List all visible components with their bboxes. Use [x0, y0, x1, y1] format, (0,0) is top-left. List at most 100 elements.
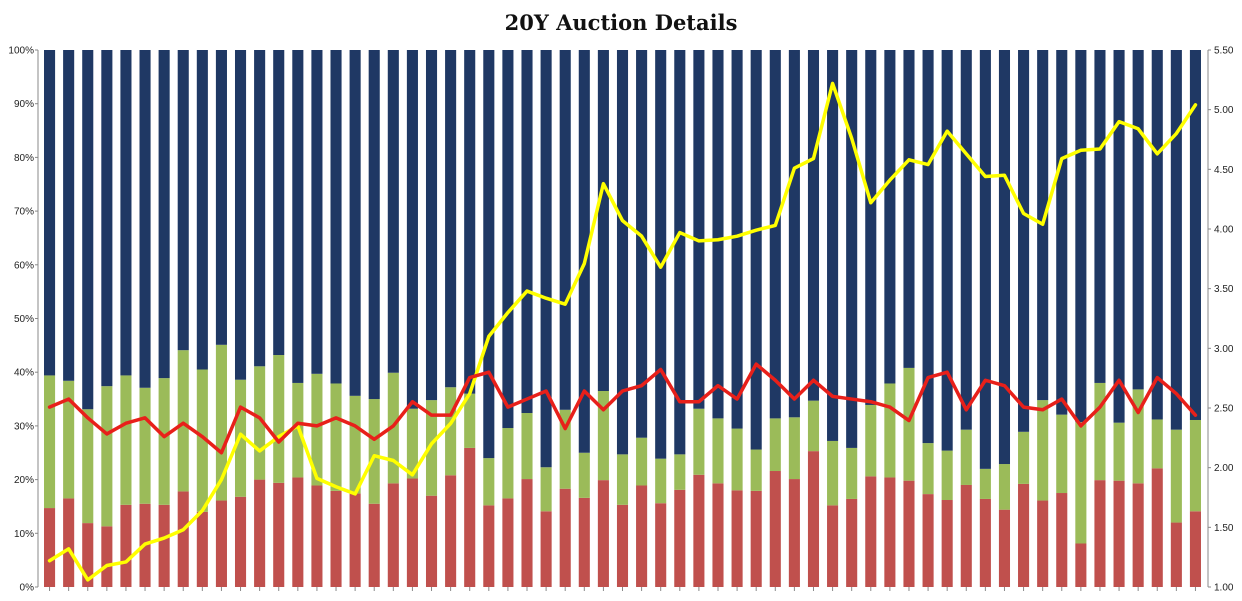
left-tick-label: 10%	[14, 529, 34, 540]
bar-segment	[578, 497, 590, 587]
bar-segment	[998, 50, 1011, 465]
bar-segment	[63, 498, 75, 587]
bar-segment	[788, 50, 800, 418]
right-tick-label: 1.50	[1214, 523, 1234, 534]
bar-segment	[330, 383, 342, 491]
bar-segment	[1018, 483, 1030, 587]
right-tick-label: 4.50	[1214, 165, 1234, 176]
bar-segment	[559, 50, 571, 410]
bar-segment	[406, 408, 418, 479]
bar-segment	[884, 50, 896, 384]
bar-segment	[578, 50, 590, 453]
bar-segment	[63, 50, 75, 381]
bar-segment	[311, 373, 323, 486]
bar-segment	[1056, 50, 1068, 415]
bar-segment	[636, 50, 648, 438]
bar-segment	[502, 428, 514, 499]
bar-segment	[1094, 50, 1106, 383]
bar-segment	[712, 483, 724, 587]
bar-segment	[731, 428, 743, 491]
bar-segment	[540, 511, 552, 587]
bar-segment	[234, 496, 247, 587]
left-tick-label: 50%	[14, 314, 34, 325]
bar-segment	[979, 498, 991, 587]
bar-segment	[1151, 468, 1163, 587]
bar-segment	[616, 454, 629, 505]
bar-segment	[998, 509, 1011, 587]
bar-segment	[1094, 382, 1106, 481]
right-tick-label: 2.50	[1214, 404, 1234, 415]
bar-segment	[177, 50, 189, 351]
bar-segment	[368, 503, 380, 587]
bar-segment	[1075, 422, 1087, 544]
bar-segment	[502, 498, 514, 587]
bar-segment	[922, 443, 934, 495]
bar-segment	[215, 50, 227, 345]
bar-segment	[273, 355, 285, 483]
bar-segment	[330, 50, 342, 384]
bar-segment	[425, 495, 438, 587]
bar-segment	[674, 50, 686, 455]
bar-segment	[960, 50, 972, 430]
bar-segment	[483, 50, 495, 459]
bar-segment	[827, 50, 839, 441]
bar-segment	[979, 468, 991, 499]
bar-segment	[234, 50, 247, 380]
bar-segment	[1037, 500, 1049, 587]
bar-segment	[674, 454, 686, 490]
bar-segment	[712, 50, 724, 419]
bar-segment	[177, 350, 189, 492]
bar-segment	[750, 449, 762, 491]
bar-segment	[1151, 50, 1163, 420]
bar-segment	[655, 458, 667, 504]
bar-segment	[196, 511, 208, 587]
left-tick-label: 60%	[14, 260, 34, 271]
bar-segment	[273, 482, 285, 587]
bar-segment	[750, 50, 762, 450]
bar-segment	[1075, 543, 1087, 587]
right-axis: 1.00 1.50 2.00 2.50 3.00 3.50 4.00 4.50 5.00 5.50	[1207, 46, 1234, 594]
bar-segment	[82, 50, 94, 410]
left-tick-label: 20%	[14, 475, 34, 486]
bar-segment	[483, 505, 495, 587]
bar-segment	[82, 409, 94, 524]
chart-title: 20Y Auction Details	[505, 10, 738, 35]
bar-segment	[693, 474, 705, 587]
line-layer	[47, 81, 1198, 582]
bar-segment	[922, 50, 934, 444]
bar-segment	[425, 400, 438, 496]
bar-segment	[311, 485, 323, 587]
bar-segment	[120, 504, 132, 587]
bar-segment	[865, 476, 877, 587]
bar-segment	[769, 471, 781, 587]
left-tick-label: 90%	[14, 99, 34, 110]
bar-segment	[82, 523, 94, 587]
bar-segment	[425, 50, 438, 401]
right-tick-label: 1.00	[1214, 583, 1234, 594]
bar-segment	[406, 478, 418, 587]
bar-segment	[884, 477, 896, 587]
bar-segment	[941, 50, 953, 451]
bar-segment	[387, 372, 399, 484]
bar-segment	[1056, 414, 1068, 494]
bar-segment	[158, 504, 170, 587]
bar-segment	[273, 50, 285, 356]
bar-segment	[597, 50, 609, 391]
bar-segment	[807, 451, 820, 587]
bar-segment	[1170, 50, 1182, 430]
bar-segment	[731, 50, 743, 429]
bar-segment	[502, 50, 514, 429]
bar-layer	[44, 50, 1201, 587]
bar-segment	[349, 493, 361, 587]
bar-segment	[215, 344, 227, 501]
series-line	[47, 81, 1198, 582]
bar-segment	[1189, 419, 1201, 512]
bar-segment	[445, 387, 457, 476]
bar-segment	[1151, 419, 1163, 469]
bar-segment	[788, 479, 800, 587]
bar-segment	[368, 50, 380, 400]
bar-segment	[292, 477, 304, 587]
bar-segment	[712, 418, 724, 484]
bar-segment	[674, 489, 686, 587]
bar-segment	[521, 413, 533, 480]
